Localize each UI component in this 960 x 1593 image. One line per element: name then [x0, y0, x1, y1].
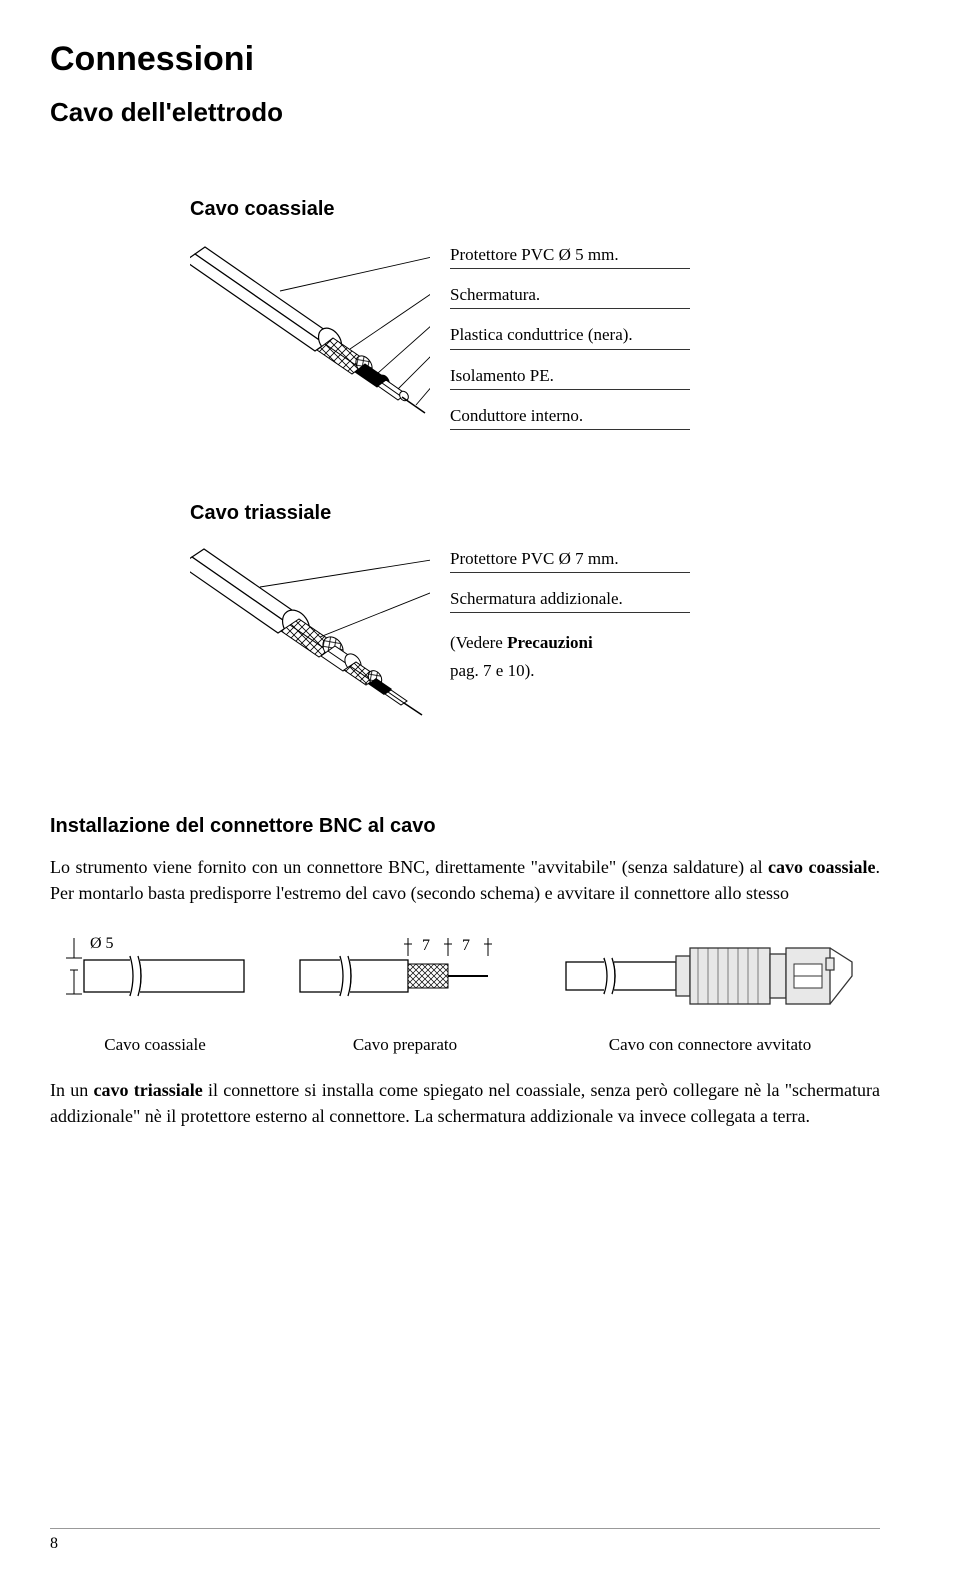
- coax-label-4: Conduttore interno.: [450, 402, 690, 430]
- triax-precaution-prefix: (Vedere: [450, 633, 507, 652]
- page-title: Connessioni: [50, 40, 880, 79]
- coax-label-1: Schermatura.: [450, 281, 690, 309]
- triaxial-heading: Cavo triassiale: [190, 502, 880, 525]
- caption-coax: Cavo coassiale: [60, 1035, 250, 1055]
- page-subtitle: Cavo dell'elettrodo: [50, 97, 880, 128]
- bnc-paragraph-2: In un cavo triassiale il connettore si i…: [50, 1077, 880, 1129]
- svg-text:7: 7: [462, 937, 470, 954]
- caption-conn: Cavo con connectore avvitato: [560, 1035, 860, 1055]
- triax-label-1: Schermatura addizionale.: [450, 585, 690, 613]
- triax-precaution-bold: Precauzioni: [507, 633, 593, 652]
- connector-diagram-prep: 7 7 Cavo preparato: [290, 934, 520, 1055]
- triaxial-block: Protettore PVC Ø 7 mm. Schermatura addiz…: [190, 545, 880, 755]
- triax-label-0: Protettore PVC Ø 7 mm.: [450, 545, 690, 573]
- svg-text:7: 7: [422, 937, 430, 954]
- triaxial-labels: Protettore PVC Ø 7 mm. Schermatura addiz…: [450, 545, 690, 684]
- bnc-heading: Installazione del connettore BNC al cavo: [50, 815, 880, 838]
- page-footer: 8: [50, 1528, 880, 1553]
- connector-diagram-coax: Ø 5 Cavo coassiale: [60, 934, 250, 1055]
- triax-precaution-suffix: pag. 7 e 10).: [450, 661, 535, 680]
- svg-text:Ø 5: Ø 5: [90, 935, 114, 952]
- coaxial-labels: Protettore PVC Ø 5 mm. Schermatura. Plas…: [450, 241, 690, 442]
- coax-label-3: Isolamento PE.: [450, 362, 690, 390]
- coaxial-cable-diagram: [190, 241, 430, 431]
- coax-label-0: Protettore PVC Ø 5 mm.: [450, 241, 690, 269]
- triaxial-cable-diagram: [190, 545, 430, 755]
- bnc-paragraph-1: Lo strumento viene fornito con un connet…: [50, 854, 880, 906]
- connector-diagrams: Ø 5 Cavo coassiale: [60, 934, 880, 1055]
- coax-label-2: Plastica conduttrice (nera).: [450, 321, 690, 349]
- caption-prep: Cavo preparato: [290, 1035, 520, 1055]
- page-number: 8: [50, 1535, 58, 1552]
- coaxial-block: Protettore PVC Ø 5 mm. Schermatura. Plas…: [190, 241, 880, 442]
- coaxial-heading: Cavo coassiale: [190, 198, 880, 221]
- connector-diagram-conn: Cavo con connectore avvitato: [560, 934, 860, 1055]
